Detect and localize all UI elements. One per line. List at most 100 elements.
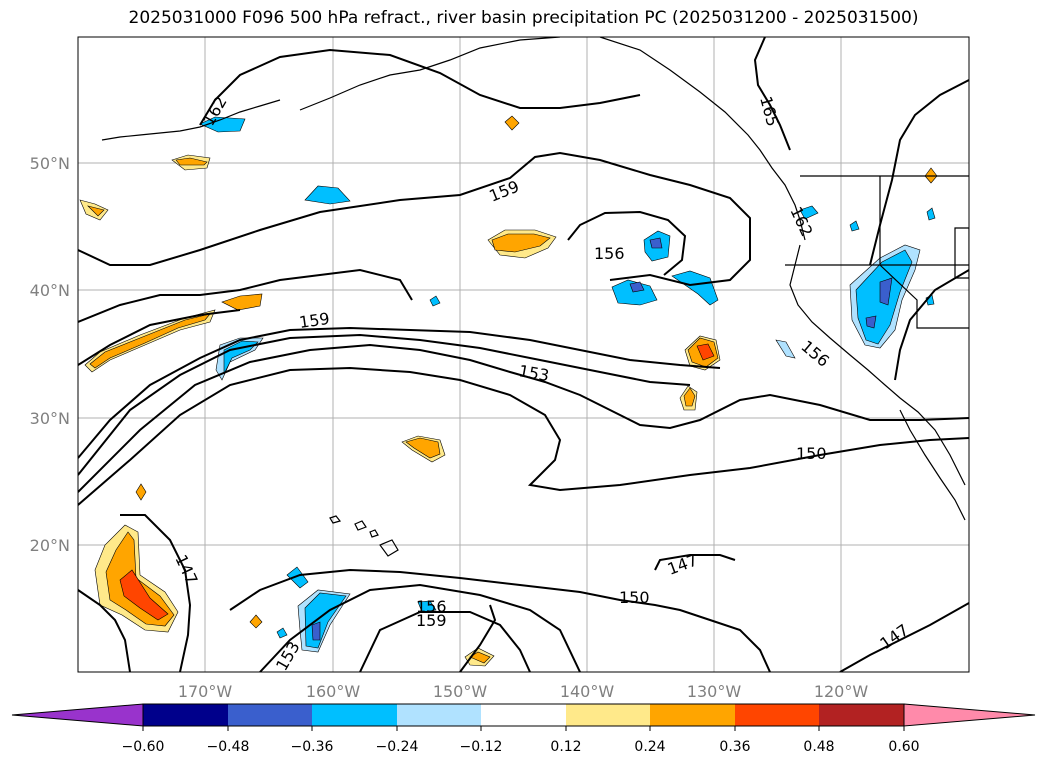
contour-line <box>229 568 771 672</box>
contour-label: 156 <box>594 244 625 263</box>
baja-coast <box>899 409 966 521</box>
colorbar-segment <box>312 704 397 726</box>
lon-tick-label: 140°W <box>560 682 615 701</box>
colorbar-segment <box>228 704 312 726</box>
neg-anomaly-patch <box>926 207 936 221</box>
colorbar-outline <box>142 703 905 727</box>
contour-label: 150 <box>796 444 827 463</box>
colorbar-tick-label: 0.12 <box>550 739 581 755</box>
colorbar-segment <box>143 704 228 726</box>
pos-anomaly-patch <box>119 569 169 621</box>
contour-line <box>78 333 691 476</box>
contour-line <box>567 210 687 276</box>
lat-tick-label: 50°N <box>30 154 70 173</box>
neg-anomaly-patch <box>304 185 351 205</box>
neg-anomaly-patch <box>849 220 860 232</box>
contour-line <box>78 309 241 366</box>
colorbar-tick-label: 0.36 <box>719 739 750 755</box>
refractivity-contours <box>78 37 969 672</box>
neg-anomaly-patch <box>671 270 719 306</box>
contour-line <box>78 326 721 459</box>
map-background <box>78 37 969 672</box>
colorbar-tick-label: 0.24 <box>634 739 665 755</box>
neg-anomaly-patch <box>879 277 893 306</box>
hawaii-island <box>369 529 379 538</box>
neg-anomaly-patch <box>286 566 309 589</box>
colorbar-tick-label: −0.24 <box>376 739 419 755</box>
lat-tick-label: 30°N <box>30 409 70 428</box>
colorbar-tick-label: 0.48 <box>803 739 834 755</box>
pos-anomaly-patch <box>504 115 520 131</box>
neg-anomaly-patch <box>865 315 877 329</box>
alaska-panhandle-coast <box>599 37 806 241</box>
hawaii-island <box>379 539 399 557</box>
contour-line <box>78 366 969 506</box>
lon-tick-label: 160°W <box>306 682 361 701</box>
pos-anomaly-patch <box>105 531 175 627</box>
pos-anomaly-patch <box>405 437 441 459</box>
colorbar-tick-label: −0.48 <box>207 739 250 755</box>
neg-anomaly-patch <box>611 279 658 306</box>
aleutian-islands <box>101 99 281 141</box>
colorbar-segment <box>735 704 819 726</box>
pos-anomaly-patch <box>89 313 211 369</box>
neg-anomaly-patch <box>629 281 645 293</box>
neg-anomaly-patch <box>429 295 441 307</box>
pos-anomaly-patch <box>491 233 551 253</box>
contour-line <box>78 268 413 323</box>
neg-anomaly-patch <box>199 116 246 133</box>
precipitation-anomaly-shading <box>79 115 938 667</box>
contour-line <box>78 151 751 287</box>
lon-tick-label: 120°W <box>814 682 869 701</box>
pos-anomaly-patch <box>249 614 263 629</box>
pos-anomaly-patch <box>175 157 208 166</box>
pos-anomaly-patch <box>135 483 147 501</box>
map-frame <box>77 36 970 673</box>
neg-anomaly-patch <box>276 627 288 639</box>
hawaii-island <box>354 520 367 531</box>
colorbar-segment <box>566 704 650 726</box>
contour-line <box>654 554 736 571</box>
contour-line <box>78 589 131 672</box>
neg-anomaly-patch <box>775 339 796 359</box>
contour-label: 156 <box>416 597 447 616</box>
contour-line <box>78 343 969 493</box>
lon-tick-label: 170°W <box>178 682 233 701</box>
contour-line <box>839 602 969 672</box>
lon-tick-label: 130°W <box>687 682 742 701</box>
contour-line <box>459 604 497 672</box>
colorbar: −0.60 −0.48 −0.36 −0.24 −0.12 0.12 0.24 … <box>11 703 1036 755</box>
neg-anomaly-patch <box>311 621 321 641</box>
longitude-tick-labels: 170°W 160°W 150°W 140°W 130°W 120°W <box>178 682 869 701</box>
neg-anomaly-patch <box>649 237 663 249</box>
colorbar-segment <box>397 704 481 726</box>
us-state-border <box>879 176 969 329</box>
alaska-coastline <box>299 37 561 111</box>
neg-anomaly-patch <box>799 205 819 220</box>
contour-line <box>359 611 531 672</box>
coastlines <box>101 37 969 521</box>
lon-tick-label: 150°W <box>433 682 488 701</box>
contour-label: 150 <box>619 588 650 607</box>
colorbar-tick-label: 0.60 <box>888 739 919 755</box>
colorbar-segment <box>819 704 904 726</box>
lat-tick-label: 20°N <box>30 536 70 555</box>
pos-anomaly-patch <box>221 293 263 311</box>
pos-anomaly-patch <box>469 651 491 664</box>
contour-line <box>894 269 969 381</box>
contour-line <box>753 37 791 151</box>
colorbar-tick-label: −0.36 <box>291 739 334 755</box>
contour-line <box>259 583 581 672</box>
us-west-coast <box>789 244 966 486</box>
islands <box>329 515 399 557</box>
contour-line <box>869 79 969 266</box>
contour-line <box>120 514 192 672</box>
contour-label: 159 <box>416 611 447 630</box>
colorbar-extend-low <box>11 703 144 727</box>
pos-anomaly-patch <box>696 343 715 361</box>
latitude-tick-labels: 50°N 40°N 30°N 20°N <box>30 154 70 555</box>
colorbar-segment <box>650 704 735 726</box>
lat-tick-label: 40°N <box>30 281 70 300</box>
colorbar-extend-high <box>903 703 1036 727</box>
